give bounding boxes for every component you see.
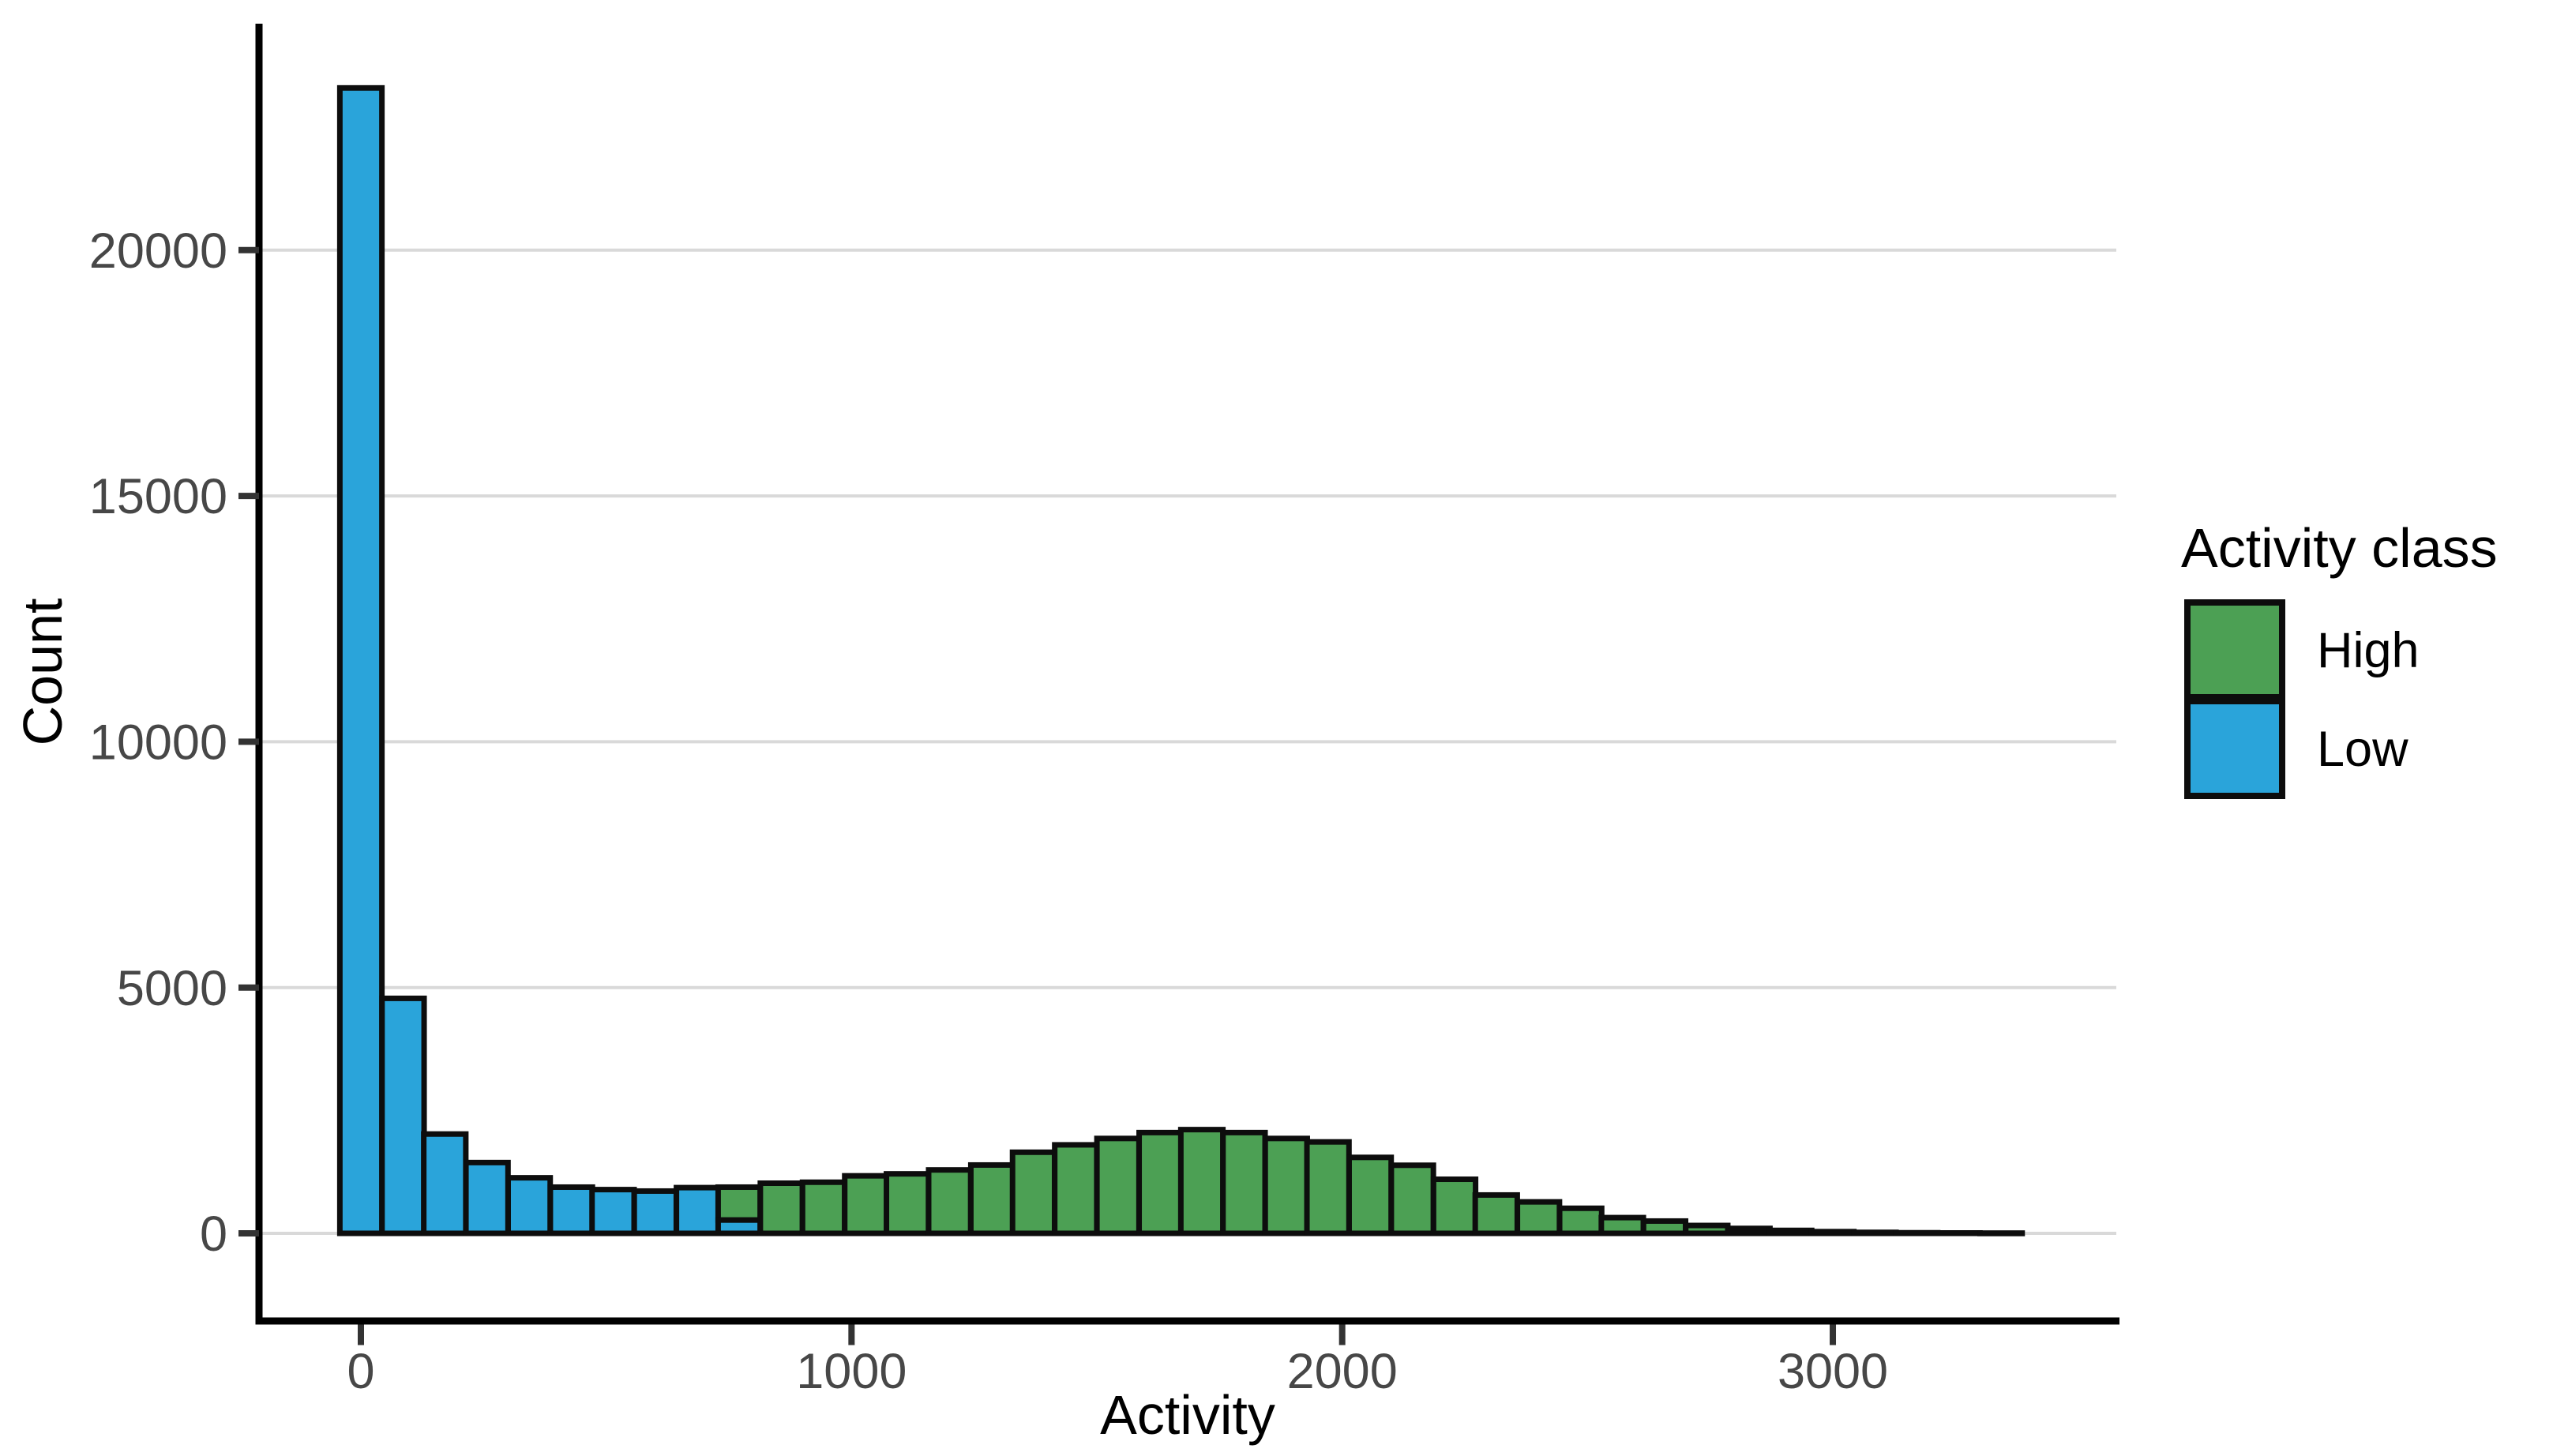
- histogram-bar-high: [799, 1179, 848, 1236]
- x-axis-title: Activity: [1100, 1384, 1275, 1446]
- histogram-bar-high: [1052, 1142, 1100, 1236]
- histogram-bar-high: [1598, 1214, 1646, 1236]
- histogram-bar-high: [1177, 1127, 1226, 1236]
- legend-swatch-low: [2184, 698, 2285, 799]
- histogram-bar-high: [1935, 1230, 1983, 1236]
- histogram-bar-high: [1556, 1205, 1605, 1236]
- legend-title: Activity class: [2181, 517, 2498, 579]
- histogram-bar-high: [884, 1171, 932, 1236]
- histogram-bar-high: [1009, 1149, 1057, 1236]
- histogram-bar-high: [1808, 1229, 1857, 1236]
- histogram-bar-high: [925, 1167, 974, 1236]
- y-tick-label: 15000: [89, 469, 227, 524]
- histogram-bar-high: [1640, 1218, 1689, 1236]
- histogram-bar-high: [1094, 1135, 1142, 1236]
- bars: [336, 84, 2026, 1236]
- histogram-bar-high: [1388, 1162, 1436, 1236]
- histogram-bar-high: [1515, 1199, 1563, 1236]
- y-tick-label: 10000: [89, 715, 227, 770]
- histogram-bar-low: [674, 1184, 722, 1236]
- histogram-bar-high: [757, 1180, 805, 1236]
- x-tick-label: 1000: [796, 1344, 907, 1399]
- histogram-bar-low: [421, 1131, 469, 1236]
- legend-label-high: High: [2317, 623, 2420, 678]
- histogram-bar-low: [547, 1184, 595, 1236]
- histogram-bar-low: [631, 1188, 679, 1236]
- y-tick-label: 0: [200, 1206, 227, 1262]
- legend-swatch-high: [2184, 599, 2285, 700]
- histogram-bar-high: [1262, 1135, 1310, 1236]
- x-ticks: 0 1000 2000 3000: [347, 1324, 1888, 1399]
- histogram-bar-high: [1977, 1230, 2026, 1236]
- histogram-bar-low: [379, 995, 427, 1236]
- gridlines: [259, 248, 2116, 1235]
- histogram-bar-low: [505, 1175, 554, 1236]
- histogram-bar-high: [1220, 1129, 1268, 1236]
- histogram-bar-low: [463, 1159, 511, 1236]
- histogram-bar-low: [336, 84, 385, 1236]
- axes: [255, 24, 2119, 1325]
- y-axis-title: Count: [12, 599, 73, 746]
- y-ticks: 0 5000 10000 15000 20000: [89, 223, 259, 1262]
- histogram-bar-low: [589, 1187, 637, 1236]
- x-tick-label: 3000: [1778, 1344, 1888, 1399]
- histogram-bar-high: [842, 1173, 890, 1236]
- histogram-bar-high: [1725, 1225, 1773, 1236]
- x-tick-label: 2000: [1287, 1344, 1398, 1399]
- x-tick-label: 0: [347, 1344, 374, 1399]
- histogram-bar-high: [1472, 1191, 1520, 1236]
- y-tick-label: 5000: [117, 961, 227, 1016]
- histogram-bar-high: [1304, 1139, 1352, 1236]
- histogram-bar-low: [715, 1217, 764, 1236]
- histogram-bar-high: [1766, 1227, 1815, 1236]
- histogram-bar-high: [715, 1184, 764, 1223]
- histogram-bar-high: [1346, 1154, 1395, 1236]
- histogram-bar-high: [967, 1161, 1016, 1236]
- histogram-bar-high: [1136, 1129, 1185, 1236]
- legend-label-low: Low: [2317, 722, 2408, 777]
- histogram-bar-high: [1683, 1222, 1731, 1236]
- legend: Activity class High Low: [2181, 517, 2498, 799]
- y-tick-label: 20000: [89, 223, 227, 279]
- histogram-bar-high: [1430, 1176, 1479, 1236]
